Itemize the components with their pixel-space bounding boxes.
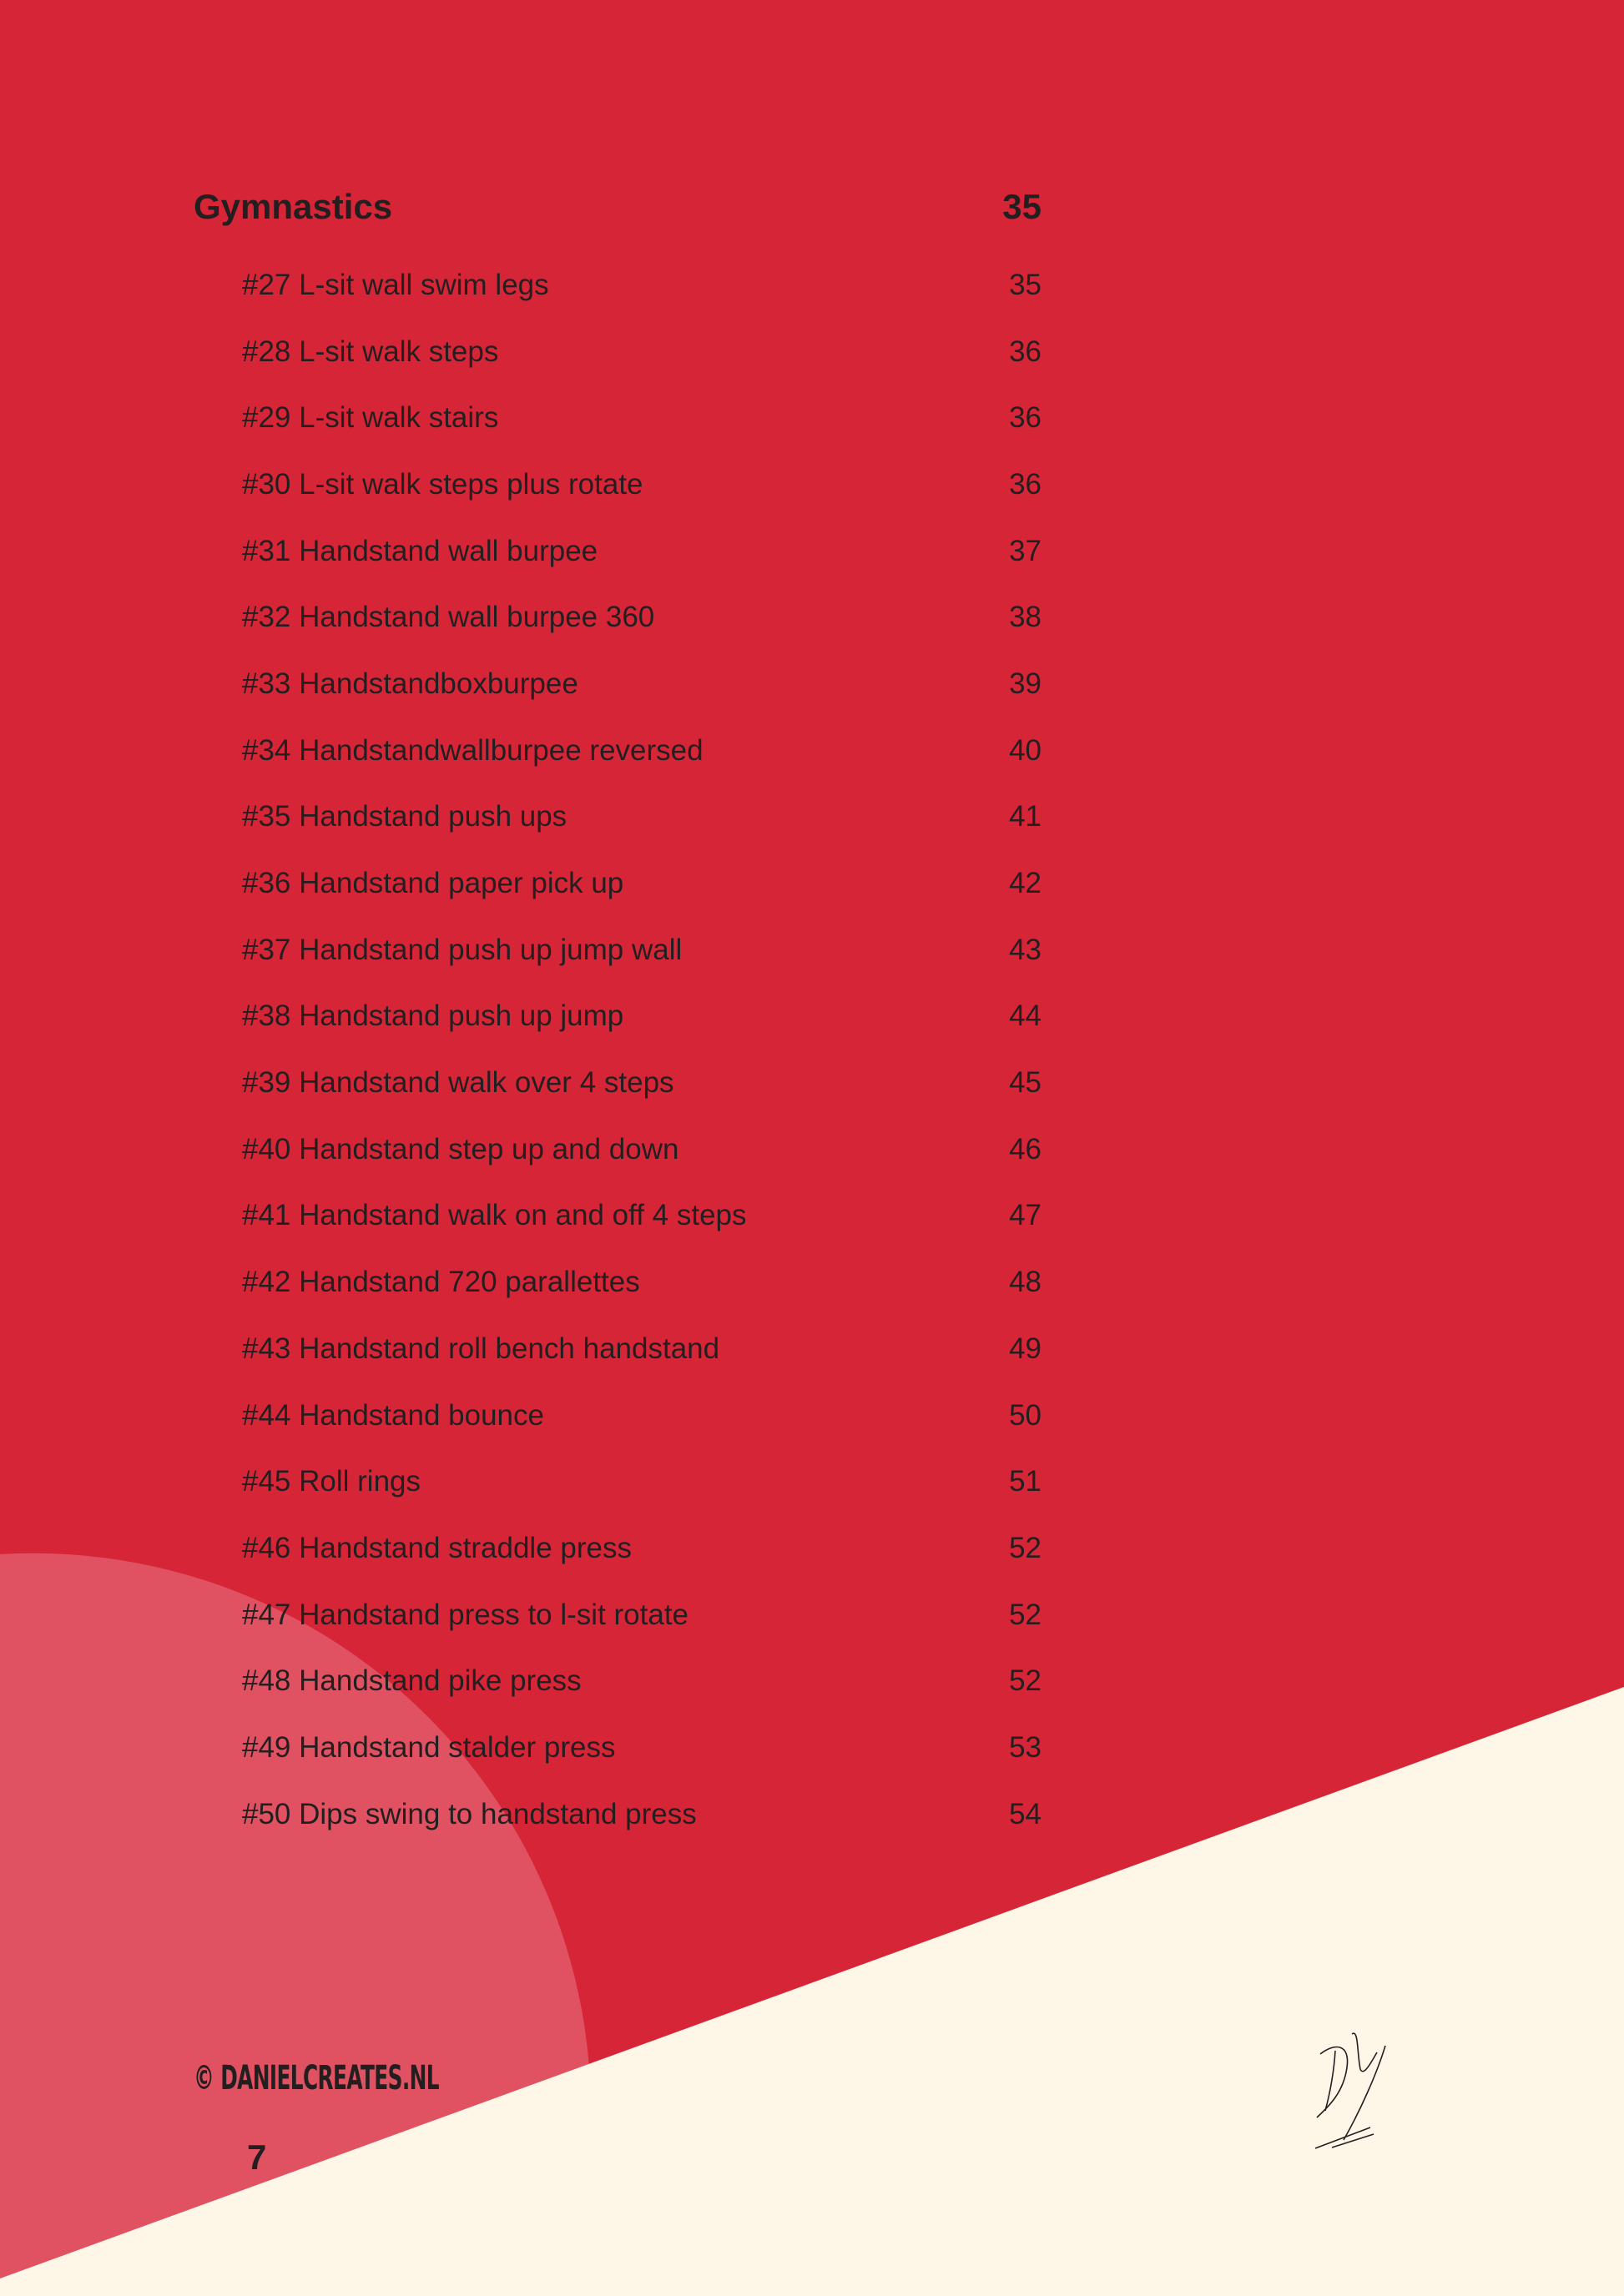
toc-item-page: 49 <box>1009 1332 1041 1365</box>
cream-diagonal-band <box>0 1687 1624 2296</box>
toc-item[interactable]: #29 L-sit walk stairs 36 <box>242 385 1041 451</box>
toc-item-page: 36 <box>1009 335 1041 368</box>
toc-item[interactable]: #34 Handstandwallburpee reversed 40 <box>242 718 1041 784</box>
toc-item-label: #37 Handstand push up jump wall <box>242 933 683 966</box>
toc-item-page: 54 <box>1009 1797 1041 1830</box>
toc-item-label: #35 Handstand push ups <box>242 800 567 833</box>
toc-item[interactable]: #43 Handstand roll bench handstand 49 <box>242 1316 1041 1382</box>
toc-item-label: #34 Handstandwallburpee reversed <box>242 733 704 767</box>
toc-item[interactable]: #30 L-sit walk steps plus rotate 36 <box>242 451 1041 518</box>
toc-item[interactable]: #38 Handstand push up jump 44 <box>242 984 1041 1050</box>
toc-item[interactable]: #45 Roll rings 51 <box>242 1448 1041 1515</box>
toc-item-label: #40 Handstand step up and down <box>242 1132 679 1166</box>
toc-item[interactable]: #31 Handstand wall burpee 37 <box>242 518 1041 585</box>
toc-item-label: #28 L-sit walk steps <box>242 335 499 368</box>
toc-item[interactable]: #42 Handstand 720 parallettes 48 <box>242 1249 1041 1316</box>
toc-item-label: #44 Handstand bounce <box>242 1398 544 1432</box>
toc-item-label: #48 Handstand pike press <box>242 1664 582 1698</box>
toc-item-page: 38 <box>1009 601 1041 634</box>
toc-item-page: 52 <box>1009 1531 1041 1564</box>
copyright-logo: © DANIELCREATES.NL <box>194 2059 440 2097</box>
toc-item[interactable]: #40 Handstand step up and down 46 <box>242 1116 1041 1183</box>
toc-item-page: 51 <box>1009 1465 1041 1498</box>
toc-item[interactable]: #39 Handstand walk over 4 steps 45 <box>242 1050 1041 1116</box>
toc-item-page: 41 <box>1009 800 1041 833</box>
toc-item[interactable]: #41 Handstand walk on and off 4 steps 47 <box>242 1183 1041 1250</box>
section-title: Gymnastics <box>194 187 393 226</box>
toc-item-page: 44 <box>1009 999 1041 1033</box>
toc-item[interactable]: #27 L-sit wall swim legs 35 <box>242 252 1041 319</box>
toc-item-label: #49 Handstand stalder press <box>242 1730 616 1764</box>
toc-item-label: #27 L-sit wall swim legs <box>242 268 549 301</box>
toc-item-label: #39 Handstand walk over 4 steps <box>242 1066 674 1100</box>
toc-item-label: #43 Handstand roll bench handstand <box>242 1332 720 1365</box>
toc-item[interactable]: #50 Dips swing to handstand press 54 <box>242 1781 1041 1848</box>
section-heading: Gymnastics 35 <box>194 185 1041 229</box>
toc-item[interactable]: #32 Handstand wall burpee 360 38 <box>242 584 1041 651</box>
toc-item-label: #50 Dips swing to handstand press <box>242 1797 697 1830</box>
decorative-circle <box>0 1553 592 2296</box>
toc-item-page: 45 <box>1009 1066 1041 1100</box>
toc-list: #27 L-sit wall swim legs 35 #28 L-sit walk… <box>242 252 1041 1848</box>
toc-item[interactable]: #49 Handstand stalder press 53 <box>242 1714 1041 1781</box>
toc-item-page: 43 <box>1009 933 1041 966</box>
toc-item-label: #41 Handstand walk on and off 4 steps <box>242 1199 747 1232</box>
toc-item-label: #42 Handstand 720 parallettes <box>242 1266 640 1299</box>
toc-item[interactable]: #44 Handstand bounce 50 <box>242 1382 1041 1449</box>
signature <box>1314 2032 1386 2149</box>
toc-item-label: #32 Handstand wall burpee 360 <box>242 601 655 634</box>
toc-item-label: #47 Handstand press to l-sit rotate <box>242 1598 689 1631</box>
toc-item[interactable]: #35 Handstand push ups 41 <box>242 784 1041 851</box>
toc-item-page: 50 <box>1009 1398 1041 1432</box>
toc-item-label: #29 L-sit walk stairs <box>242 401 499 435</box>
page-number: 7 <box>247 2137 267 2177</box>
toc-item[interactable]: #36 Handstand paper pick up 42 <box>242 850 1041 917</box>
toc-item[interactable]: #37 Handstand push up jump wall 43 <box>242 917 1041 984</box>
toc-item-page: 52 <box>1009 1664 1041 1698</box>
toc-item-page: 39 <box>1009 667 1041 700</box>
toc-item[interactable]: #46 Handstand straddle press 52 <box>242 1515 1041 1582</box>
toc-item-page: 36 <box>1009 401 1041 435</box>
toc-item-label: #45 Roll rings <box>242 1465 421 1498</box>
toc-item-label: #30 L-sit walk steps plus rotate <box>242 467 643 501</box>
section-page: 35 <box>1002 187 1041 226</box>
toc-item-page: 47 <box>1009 1199 1041 1232</box>
toc-item[interactable]: #28 L-sit walk steps 36 <box>242 319 1041 385</box>
toc-item[interactable]: #33 Handstandboxburpee 39 <box>242 651 1041 718</box>
toc-item-page: 52 <box>1009 1598 1041 1631</box>
toc-item-label: #33 Handstandboxburpee <box>242 667 578 700</box>
toc-item-label: #46 Handstand straddle press <box>242 1531 632 1564</box>
toc-item-label: #31 Handstand wall burpee <box>242 534 598 567</box>
toc-item-page: 37 <box>1009 534 1041 567</box>
toc-item-page: 40 <box>1009 733 1041 767</box>
toc-item-page: 35 <box>1009 268 1041 301</box>
toc-item-label: #36 Handstand paper pick up <box>242 867 624 900</box>
toc-item-page: 42 <box>1009 867 1041 900</box>
toc-item[interactable]: #48 Handstand pike press 52 <box>242 1648 1041 1714</box>
toc-item-page: 53 <box>1009 1730 1041 1764</box>
toc-item-label: #38 Handstand push up jump <box>242 999 624 1033</box>
toc-item[interactable]: #47 Handstand press to l-sit rotate 52 <box>242 1582 1041 1649</box>
toc-item-page: 46 <box>1009 1132 1041 1166</box>
toc-item-page: 48 <box>1009 1266 1041 1299</box>
toc-item-page: 36 <box>1009 467 1041 501</box>
